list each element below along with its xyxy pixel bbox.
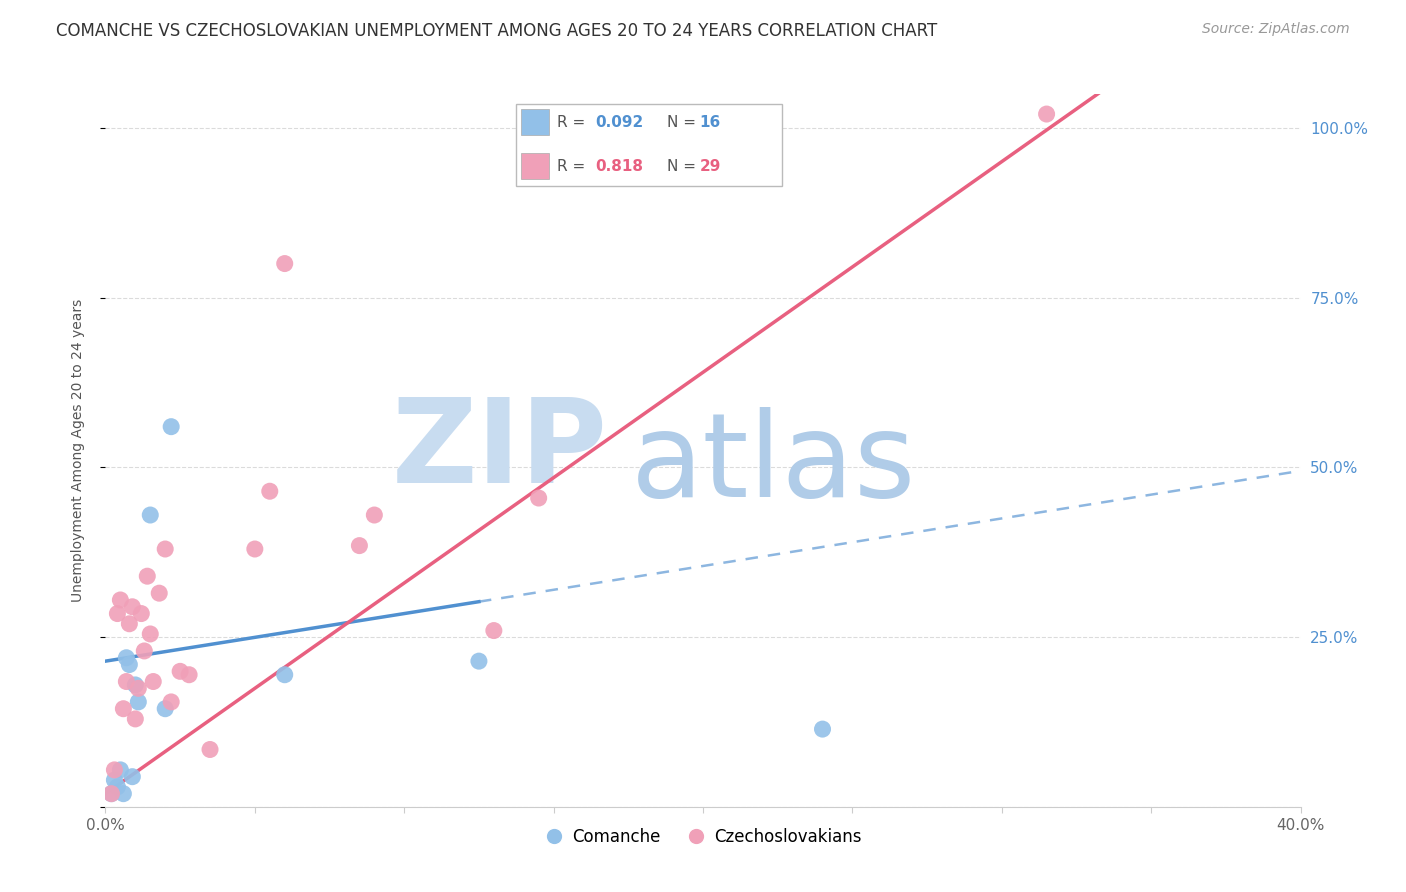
Point [112, 702, 135, 716]
Text: Source: ZipAtlas.com: Source: ZipAtlas.com [1202, 22, 1350, 37]
Point [103, 773, 125, 788]
Point [124, 678, 146, 692]
Point [118, 657, 141, 672]
Point [243, 541, 266, 556]
Point [160, 419, 183, 434]
Point [139, 627, 162, 641]
Point [139, 508, 162, 522]
Point [115, 650, 138, 665]
Point [127, 695, 149, 709]
Point [110, 763, 132, 777]
Point [148, 586, 170, 600]
Point [121, 599, 143, 614]
Point [127, 681, 149, 696]
Point [103, 763, 125, 777]
Text: 16: 16 [700, 114, 721, 129]
Text: 0.818: 0.818 [596, 159, 644, 174]
FancyBboxPatch shape [522, 110, 548, 135]
Point [349, 539, 371, 553]
Text: COMANCHE VS CZECHOSLOVAKIAN UNEMPLOYMENT AMONG AGES 20 TO 24 YEARS CORRELATION C: COMANCHE VS CZECHOSLOVAKIAN UNEMPLOYMENT… [56, 22, 938, 40]
Point [115, 674, 138, 689]
Point [160, 695, 183, 709]
Point [811, 722, 834, 736]
Legend: Comanche, Czechoslovakians: Comanche, Czechoslovakians [537, 822, 869, 853]
Text: N =: N = [666, 114, 700, 129]
Point [107, 780, 129, 794]
Point [107, 607, 129, 621]
Point [363, 508, 385, 522]
Text: R =: R = [557, 159, 591, 174]
Text: ZIP: ZIP [391, 393, 607, 508]
Text: R =: R = [557, 114, 591, 129]
Point [100, 787, 122, 801]
Point [273, 256, 295, 270]
FancyBboxPatch shape [516, 104, 782, 186]
Text: atlas: atlas [631, 408, 917, 522]
Point [527, 491, 550, 505]
Point [118, 616, 141, 631]
Point [134, 644, 156, 658]
Text: N =: N = [666, 159, 700, 174]
Point [110, 593, 132, 607]
Point [155, 541, 177, 556]
Point [155, 702, 177, 716]
Point [259, 484, 281, 499]
Point [112, 787, 135, 801]
Point [100, 787, 122, 801]
Point [1035, 107, 1057, 121]
Point [198, 742, 221, 756]
Point [169, 665, 191, 679]
Text: 0.092: 0.092 [596, 114, 644, 129]
Point [273, 667, 295, 681]
Point [129, 607, 153, 621]
Point [136, 569, 159, 583]
FancyBboxPatch shape [522, 153, 548, 178]
Point [482, 624, 505, 638]
Point [142, 674, 165, 689]
Point [177, 667, 201, 681]
Text: 29: 29 [700, 159, 721, 174]
Y-axis label: Unemployment Among Ages 20 to 24 years: Unemployment Among Ages 20 to 24 years [70, 299, 84, 602]
Point [468, 654, 491, 668]
Point [124, 712, 146, 726]
Point [121, 770, 143, 784]
